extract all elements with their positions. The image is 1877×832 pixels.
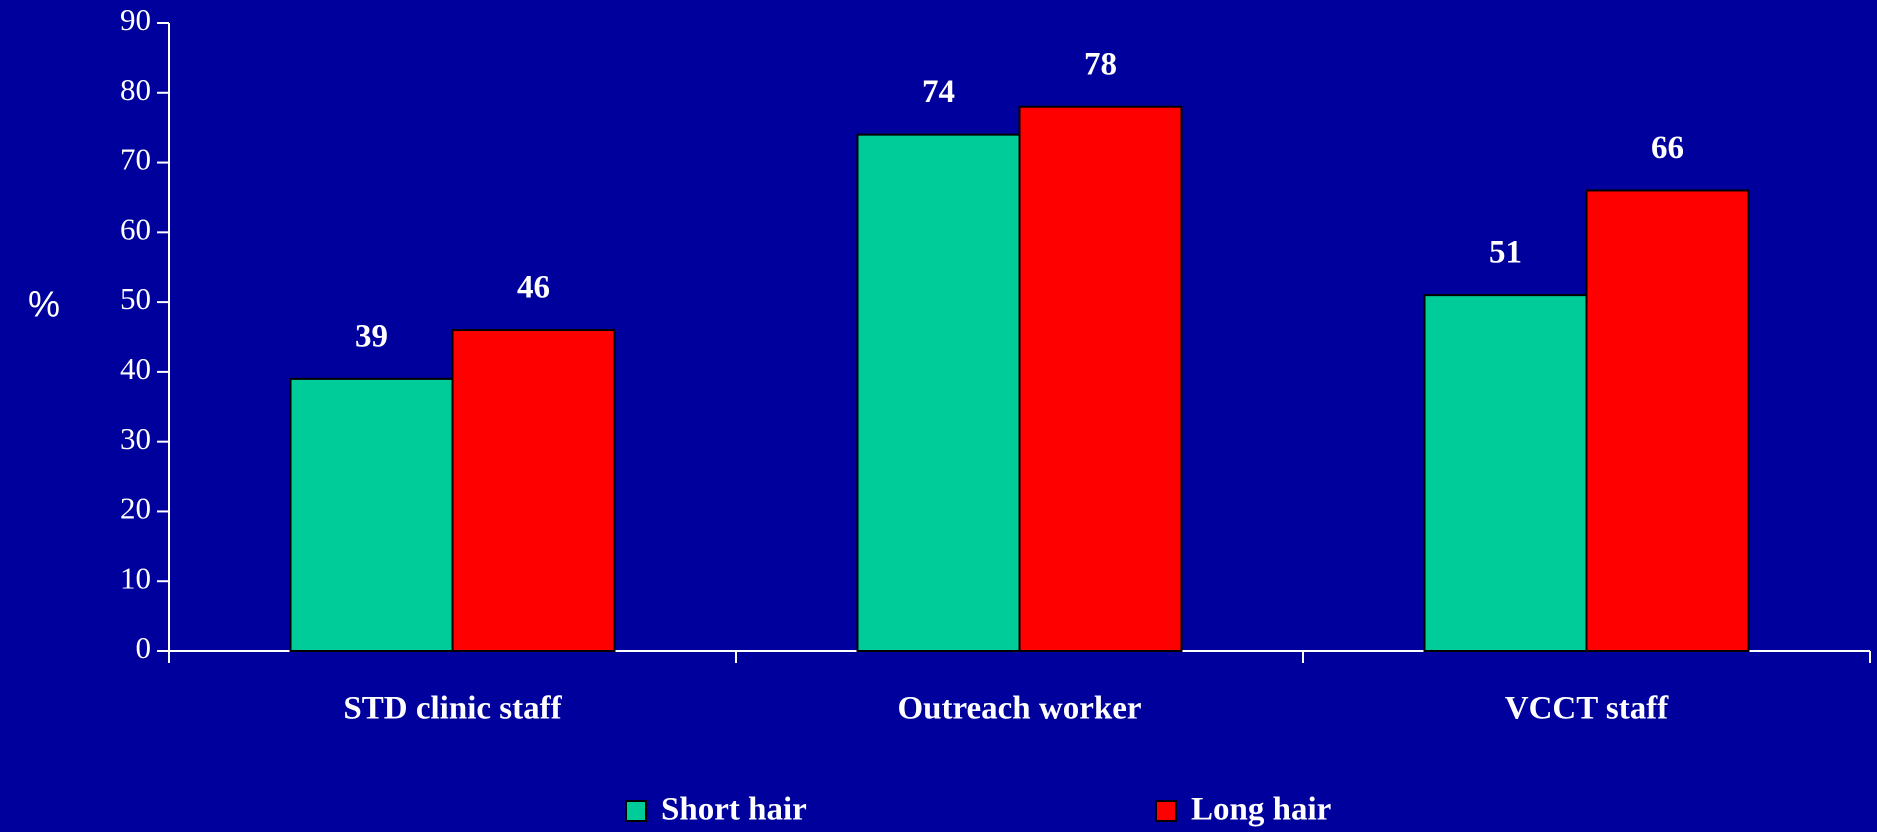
bar [1585,189,1750,652]
y-tick-label: 80 [120,72,151,107]
bar [856,133,1021,652]
y-tick-label: 0 [136,630,152,665]
value-label: 51 [1489,235,1522,271]
legend-label: Short hair [661,792,807,828]
y-axis-label: % [28,284,60,325]
x-tick-label: VCCT staff [1505,691,1669,727]
legend-swatch [1155,800,1177,822]
y-tick-label: 40 [120,351,151,386]
y-tick-label: 70 [120,142,151,177]
bar [289,377,454,652]
y-tick-label: 90 [120,2,151,37]
bar [1018,105,1183,652]
value-label: 39 [355,318,388,354]
value-label: 78 [1084,46,1117,82]
y-tick-label: 10 [120,560,151,595]
y-tick-label: 30 [120,421,151,456]
x-tick-label: Outreach worker [897,691,1141,727]
y-tick-label: 50 [120,281,151,316]
y-tick-label: 20 [120,491,151,526]
value-label: 74 [922,74,955,110]
value-label: 46 [517,270,550,306]
bar [451,329,616,652]
y-tick-label: 60 [120,211,151,246]
bar [1423,294,1588,652]
legend-swatch [625,800,647,822]
x-tick-label: STD clinic staff [343,691,562,727]
legend-label: Long hair [1191,792,1331,828]
value-label: 66 [1651,130,1684,166]
